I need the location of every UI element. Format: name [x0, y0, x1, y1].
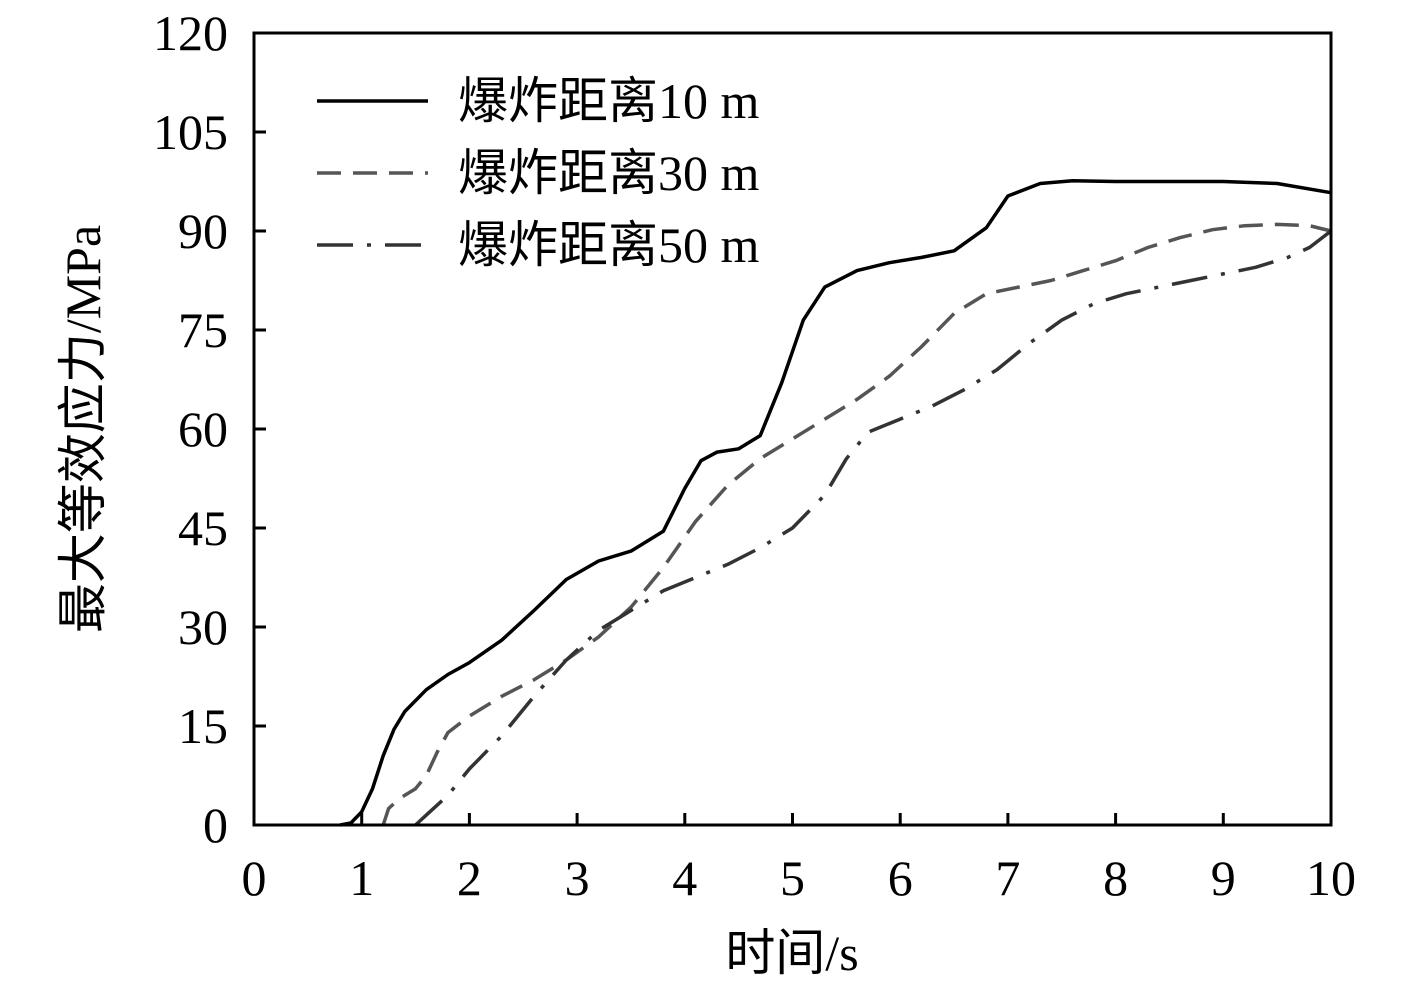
- y-axis-label: 最大等效应力/MPa: [55, 225, 111, 633]
- y-tick-label: 75: [178, 302, 228, 358]
- x-tick-label: 10: [1306, 850, 1356, 906]
- series-line-1: [339, 179, 1332, 827]
- y-tick-label: 120: [153, 5, 228, 61]
- x-tick-label: 4: [672, 850, 697, 906]
- x-tick-label: 1: [349, 850, 374, 906]
- y-tick-label: 0: [203, 797, 228, 853]
- x-tick-label: 0: [242, 850, 267, 906]
- legend-label-3: 爆炸距离50 m: [458, 217, 759, 273]
- series-line-2: [381, 222, 1332, 826]
- x-tick-label: 7: [995, 850, 1020, 906]
- y-tick-label: 45: [178, 500, 228, 556]
- legend-label-1: 爆炸距离10 m: [458, 73, 759, 129]
- x-tick-label: 6: [888, 850, 913, 906]
- y-tick-label: 60: [178, 401, 228, 457]
- y-tick-label: 90: [178, 203, 228, 259]
- y-tick-label: 105: [153, 104, 228, 160]
- legend: 爆炸距离10 m 爆炸距离30 m 爆炸距离50 m: [317, 73, 759, 273]
- plot-frame: [252, 31, 1333, 827]
- y-tick-label: 15: [178, 698, 228, 754]
- x-tick-label: 9: [1211, 850, 1236, 906]
- x-tick-label: 3: [565, 850, 590, 906]
- y-tick-label: 30: [178, 599, 228, 655]
- x-axis-label: 时间/s: [725, 925, 858, 981]
- plot-layer: [339, 179, 1333, 827]
- x-tick-label: 8: [1103, 850, 1128, 906]
- series-line-3: [414, 229, 1333, 827]
- x-tick-label: 5: [780, 850, 805, 906]
- legend-label-2: 爆炸距离30 m: [458, 145, 759, 201]
- x-tick-label: 2: [457, 850, 482, 906]
